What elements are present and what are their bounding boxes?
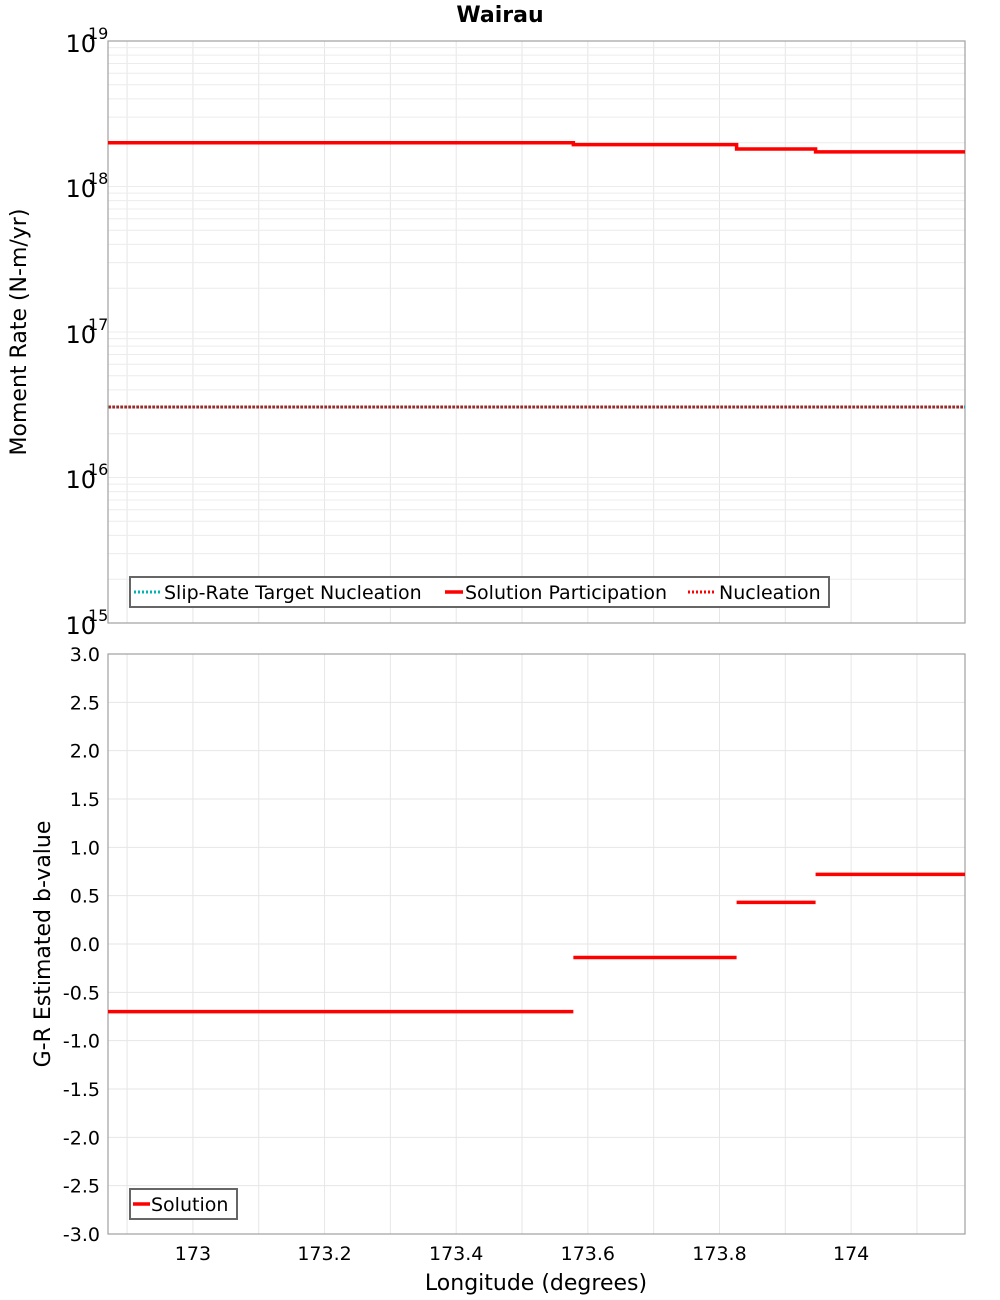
legend-label-target: Slip-Rate Target Nucleation [164, 582, 422, 604]
top-y-tick-labels: 10 19 10 18 10 17 10 16 10 15 [65, 24, 108, 640]
x-tick-label: 173.6 [561, 1243, 615, 1265]
y-tick-label: 1.0 [70, 837, 100, 859]
top-legend: Slip-Rate Target Nucleation Solution Par… [130, 577, 829, 607]
x-tick-label: 174 [833, 1243, 869, 1265]
y-tick-label: -2.0 [63, 1127, 100, 1149]
y-tick-label: 0.0 [70, 934, 100, 956]
y-tick-label: -1.0 [63, 1031, 100, 1053]
svg-text:19: 19 [88, 24, 108, 43]
y-tick-label: -1.5 [63, 1079, 100, 1101]
x-tick-label: 173.4 [429, 1243, 483, 1265]
legend-label-solution-participation: Solution Participation [465, 582, 667, 604]
chart-title: Wairau [456, 3, 543, 28]
svg-text:15: 15 [88, 606, 108, 625]
bottom-legend: Solution [130, 1189, 237, 1219]
svg-text:17: 17 [88, 315, 108, 334]
y-tick-label: -2.5 [63, 1176, 100, 1198]
y-tick-1e16: 10 16 [65, 460, 108, 494]
top-panel: 10 19 10 18 10 17 10 16 10 15 Moment Rat… [7, 24, 965, 640]
legend-label-solution: Solution [151, 1194, 228, 1216]
svg-text:16: 16 [88, 460, 108, 479]
y-tick-1e17: 10 17 [65, 315, 108, 349]
legend-label-nucleation: Nucleation [719, 582, 821, 604]
x-tick-label: 173.8 [692, 1243, 746, 1265]
x-tick-label: 173 [175, 1243, 211, 1265]
x-axis-label: Longitude (degrees) [425, 1271, 647, 1296]
y-tick-1e19: 10 19 [65, 24, 108, 58]
y-tick-label: 0.5 [70, 886, 100, 908]
bottom-panel: 3.0 2.5 2.0 1.5 1.0 0.5 0.0 -0.5 -1.0 -1.5 -2.0 -2.… [31, 644, 965, 1296]
y-tick-label: -3.0 [63, 1224, 100, 1246]
y-tick-1e18: 10 18 [65, 169, 108, 203]
bottom-x-tick-labels: 173 173.2 173.4 173.6 173.8 174 [175, 1243, 869, 1265]
x-tick-label: 173.2 [297, 1243, 351, 1265]
top-y-axis-label: Moment Rate (N-m/yr) [7, 209, 32, 456]
y-tick-label: 1.5 [70, 789, 100, 811]
svg-text:18: 18 [88, 169, 108, 188]
y-tick-label: -0.5 [63, 982, 100, 1004]
y-tick-label: 2.0 [70, 741, 100, 763]
bottom-y-tick-labels: 3.0 2.5 2.0 1.5 1.0 0.5 0.0 -0.5 -1.0 -1.5 -2.0 -2.… [63, 644, 100, 1246]
bottom-y-axis-label: G-R Estimated b-value [31, 821, 56, 1068]
y-tick-label: 3.0 [70, 644, 100, 666]
chart-figure: Wairau 10 19 10 18 10 17 10 16 10 [0, 0, 1000, 1300]
y-tick-1e15: 10 15 [65, 606, 108, 640]
y-tick-label: 2.5 [70, 692, 100, 714]
